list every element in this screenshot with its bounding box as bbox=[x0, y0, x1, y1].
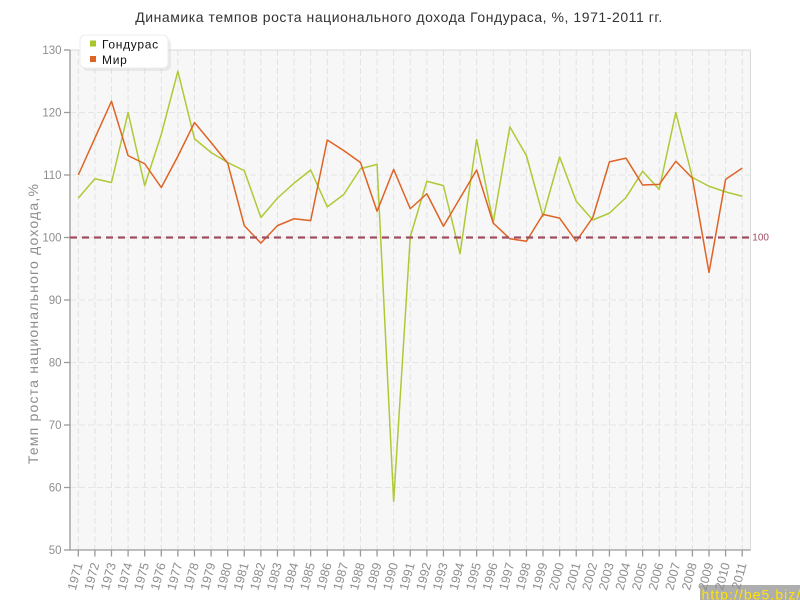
svg-text:100: 100 bbox=[42, 233, 61, 245]
svg-text:130: 130 bbox=[42, 45, 61, 57]
svg-text:60: 60 bbox=[49, 483, 62, 495]
svg-text:Мир: Мир bbox=[102, 53, 127, 67]
svg-text:120: 120 bbox=[42, 108, 61, 120]
svg-text:http://be5.biz/: http://be5.biz/ bbox=[702, 586, 800, 600]
svg-text:110: 110 bbox=[43, 170, 61, 182]
svg-text:Темп роста национального доход: Темп роста национального дохода,% bbox=[25, 183, 41, 464]
svg-text:Динамика темпов роста национал: Динамика темпов роста национального дохо… bbox=[135, 9, 663, 25]
svg-text:Гондурас: Гондурас bbox=[102, 38, 159, 52]
svg-text:50: 50 bbox=[49, 545, 62, 557]
svg-text:70: 70 bbox=[49, 420, 62, 432]
svg-text:100: 100 bbox=[752, 232, 769, 243]
svg-text:90: 90 bbox=[49, 295, 62, 307]
svg-text:80: 80 bbox=[49, 358, 62, 370]
